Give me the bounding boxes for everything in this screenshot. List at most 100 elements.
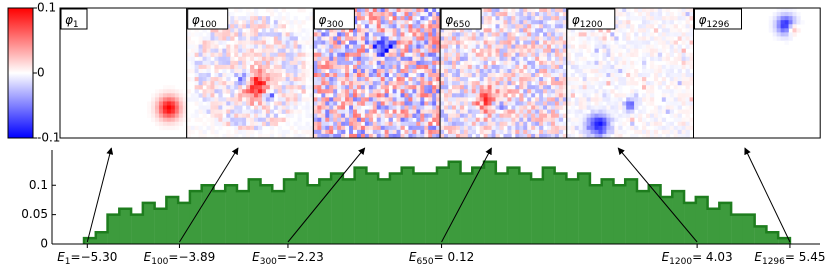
heatmap-cell <box>337 61 341 65</box>
heatmap-cell <box>412 53 416 57</box>
heatmap-cell <box>389 65 393 69</box>
heatmap-cell <box>460 89 464 93</box>
heatmap-cell <box>393 61 397 65</box>
heatmap-cell <box>527 53 531 57</box>
heatmap-cell <box>393 69 397 73</box>
heatmap-cell <box>349 118 353 122</box>
heatmap-cell <box>587 85 591 89</box>
heatmap-cell <box>484 101 488 105</box>
heatmap-cell <box>472 101 476 105</box>
heatmap-cell <box>547 118 551 122</box>
heatmap-cell <box>523 45 527 49</box>
heatmap-cell <box>432 77 436 81</box>
heatmap-cell <box>598 65 602 69</box>
heatmap-cell <box>242 65 246 69</box>
heatmap-cell <box>337 97 341 101</box>
heatmap-cell <box>305 130 309 134</box>
heatmap-cell <box>527 16 531 20</box>
heatmap-cell <box>583 77 587 81</box>
heatmap-cell <box>428 106 432 110</box>
heatmap-cell <box>369 36 373 40</box>
heatmap-cell <box>266 69 270 73</box>
heatmap-cell <box>606 89 610 93</box>
heatmap-cell <box>254 32 258 36</box>
heatmap-cell <box>258 106 262 110</box>
heatmap-cell <box>408 122 412 126</box>
heatmap-cell <box>535 81 539 85</box>
heatmap-cell <box>472 53 476 57</box>
heatmap-cell <box>357 85 361 89</box>
heatmap-cell <box>393 93 397 97</box>
heatmap-cell <box>357 106 361 110</box>
heatmap-cell <box>404 65 408 69</box>
heatmap-cell <box>662 32 666 36</box>
heatmap-cell <box>440 45 444 49</box>
heatmap-cell <box>420 93 424 97</box>
heatmap-cell <box>222 89 226 93</box>
heatmap-cell <box>618 8 622 12</box>
heatmap-cell <box>357 57 361 61</box>
heatmap-cell <box>389 53 393 57</box>
heatmap-cell <box>313 65 317 69</box>
heatmap-cell <box>492 49 496 53</box>
heatmap-cell <box>547 16 551 20</box>
heatmap-cell <box>401 16 405 20</box>
heatmap-cell <box>602 118 606 122</box>
heatmap-cell <box>238 16 242 20</box>
heatmap-cell <box>420 41 424 45</box>
heatmap-cell <box>464 101 468 105</box>
heatmap-cell <box>230 110 234 114</box>
heatmap-cell <box>792 24 796 28</box>
heatmap-cell <box>341 101 345 105</box>
heatmap-cell <box>203 53 207 57</box>
heatmap-cell <box>385 101 389 105</box>
heatmap-cell <box>412 20 416 24</box>
heatmap-cell <box>317 36 321 40</box>
heatmap-cell <box>203 110 207 114</box>
heatmap-cell <box>666 36 670 40</box>
heatmap-cell <box>646 101 650 105</box>
heatmap-cell <box>226 118 230 122</box>
heatmap-cell <box>151 110 155 114</box>
heatmap-cell <box>337 101 341 105</box>
heatmap-cell <box>412 85 416 89</box>
heatmap-cell <box>507 114 511 118</box>
heatmap-cell <box>333 61 337 65</box>
heatmap-cell <box>250 32 254 36</box>
heatmap-cell <box>290 45 294 49</box>
heatmap-cell <box>222 61 226 65</box>
heatmap-cell <box>678 122 682 126</box>
heatmap-cell <box>337 85 341 89</box>
heatmap-cell <box>408 106 412 110</box>
heatmap-cell <box>666 41 670 45</box>
heatmap-cell <box>369 20 373 24</box>
histogram-bar <box>155 209 167 244</box>
heatmap-cell <box>389 8 393 12</box>
heatmap-cell <box>420 77 424 81</box>
heatmap-cell <box>290 73 294 77</box>
heatmap-cell <box>456 110 460 114</box>
heatmap-cell <box>551 32 555 36</box>
heatmap-cell <box>373 41 377 45</box>
heatmap-cell <box>302 97 306 101</box>
heatmap-cell <box>195 81 199 85</box>
heatmap-cell <box>230 24 234 28</box>
heatmap-cell <box>622 12 626 16</box>
heatmap-cell <box>535 24 539 28</box>
histogram-bar <box>413 174 425 245</box>
heatmap-cell <box>551 53 555 57</box>
heatmap-cell <box>432 126 436 130</box>
heatmap-cell <box>559 118 563 122</box>
heatmap-cell <box>535 114 539 118</box>
heatmap-cell <box>397 118 401 122</box>
heatmap-cell <box>503 114 507 118</box>
heatmap-cell <box>214 81 218 85</box>
histogram-bar <box>343 179 355 244</box>
heatmap-cell <box>401 32 405 36</box>
heatmap-cell <box>626 69 630 73</box>
heatmap-cell <box>488 118 492 122</box>
heatmap-cell <box>499 8 503 12</box>
heatmap-cell <box>626 32 630 36</box>
heatmap-cell <box>385 57 389 61</box>
heatmap-cell <box>547 8 551 12</box>
